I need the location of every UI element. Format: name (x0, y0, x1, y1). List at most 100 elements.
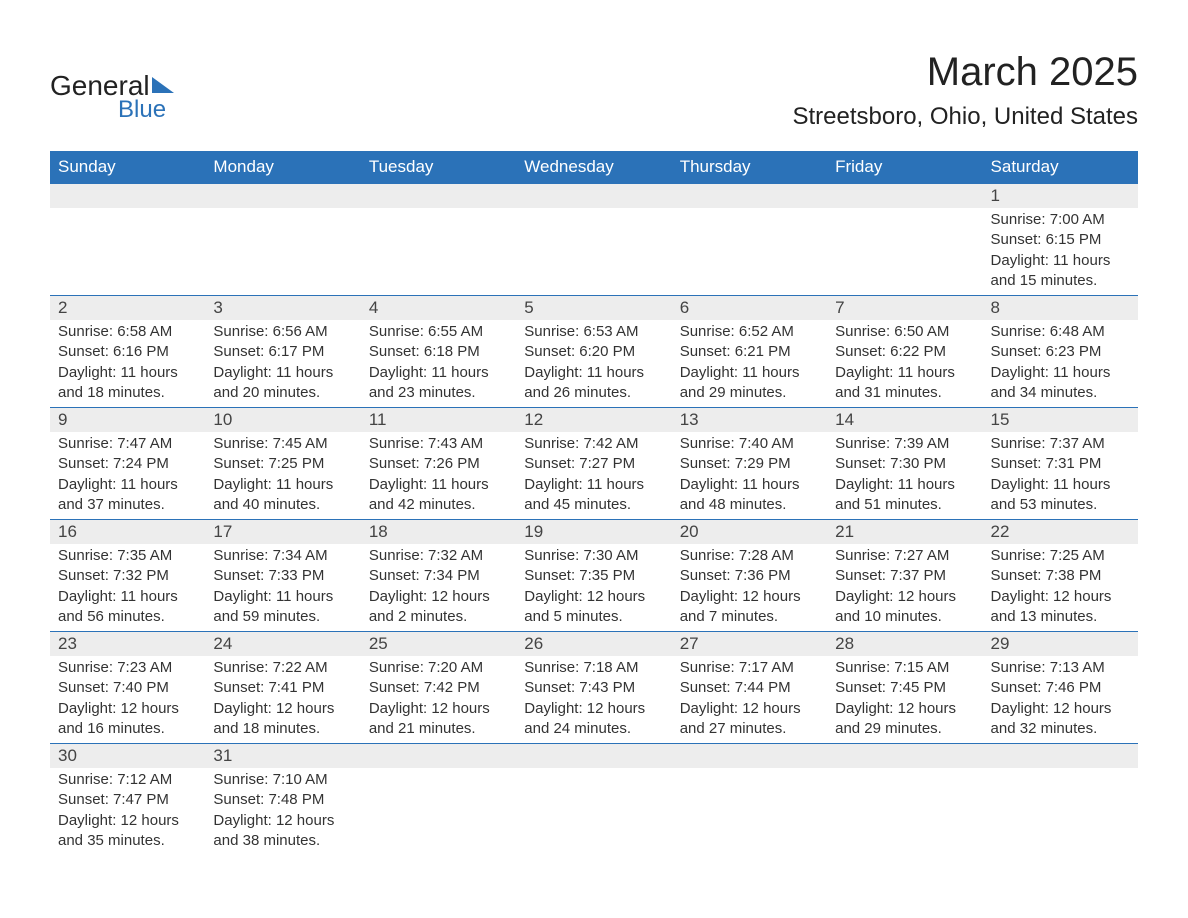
calendar-cell: 6Sunrise: 6:52 AMSunset: 6:21 PMDaylight… (672, 296, 827, 408)
day-content: Sunrise: 7:40 AMSunset: 7:29 PMDaylight:… (672, 432, 827, 519)
day-content: Sunrise: 7:37 AMSunset: 7:31 PMDaylight:… (983, 432, 1138, 519)
day-number: 22 (983, 520, 1138, 544)
day-header: Wednesday (516, 151, 671, 184)
day-content: Sunrise: 6:55 AMSunset: 6:18 PMDaylight:… (361, 320, 516, 407)
calendar-cell: 17Sunrise: 7:34 AMSunset: 7:33 PMDayligh… (205, 520, 360, 632)
calendar-cell: 9Sunrise: 7:47 AMSunset: 7:24 PMDaylight… (50, 408, 205, 520)
day-number: 31 (205, 744, 360, 768)
day-content: Sunrise: 7:22 AMSunset: 7:41 PMDaylight:… (205, 656, 360, 743)
day-number: 3 (205, 296, 360, 320)
day-number: 30 (50, 744, 205, 768)
day-number (516, 184, 671, 208)
calendar-cell: 27Sunrise: 7:17 AMSunset: 7:44 PMDayligh… (672, 632, 827, 744)
day-number (50, 184, 205, 208)
day-content: Sunrise: 6:52 AMSunset: 6:21 PMDaylight:… (672, 320, 827, 407)
calendar-cell: 2Sunrise: 6:58 AMSunset: 6:16 PMDaylight… (50, 296, 205, 408)
day-number: 15 (983, 408, 1138, 432)
day-content: Sunrise: 6:50 AMSunset: 6:22 PMDaylight:… (827, 320, 982, 407)
calendar-cell: 18Sunrise: 7:32 AMSunset: 7:34 PMDayligh… (361, 520, 516, 632)
calendar-cell: 4Sunrise: 6:55 AMSunset: 6:18 PMDaylight… (361, 296, 516, 408)
day-header: Sunday (50, 151, 205, 184)
day-content: Sunrise: 7:39 AMSunset: 7:30 PMDaylight:… (827, 432, 982, 519)
day-header: Thursday (672, 151, 827, 184)
day-content: Sunrise: 7:13 AMSunset: 7:46 PMDaylight:… (983, 656, 1138, 743)
calendar-cell: 16Sunrise: 7:35 AMSunset: 7:32 PMDayligh… (50, 520, 205, 632)
day-content (983, 768, 1138, 808)
calendar-cell: 21Sunrise: 7:27 AMSunset: 7:37 PMDayligh… (827, 520, 982, 632)
day-number: 23 (50, 632, 205, 656)
day-content (361, 208, 516, 248)
day-number: 19 (516, 520, 671, 544)
day-number: 20 (672, 520, 827, 544)
calendar-cell (516, 184, 671, 296)
calendar-cell: 11Sunrise: 7:43 AMSunset: 7:26 PMDayligh… (361, 408, 516, 520)
calendar-cell: 5Sunrise: 6:53 AMSunset: 6:20 PMDaylight… (516, 296, 671, 408)
calendar-cell: 19Sunrise: 7:30 AMSunset: 7:35 PMDayligh… (516, 520, 671, 632)
calendar-cell: 29Sunrise: 7:13 AMSunset: 7:46 PMDayligh… (983, 632, 1138, 744)
day-content: Sunrise: 6:53 AMSunset: 6:20 PMDaylight:… (516, 320, 671, 407)
day-number (205, 184, 360, 208)
day-number: 24 (205, 632, 360, 656)
day-number (827, 184, 982, 208)
title-section: March 2025 Streetsboro, Ohio, United Sta… (792, 50, 1138, 131)
day-content: Sunrise: 7:35 AMSunset: 7:32 PMDaylight:… (50, 544, 205, 631)
day-number (827, 744, 982, 768)
calendar-body: 1Sunrise: 7:00 AMSunset: 6:15 PMDaylight… (50, 184, 1138, 856)
day-content: Sunrise: 7:17 AMSunset: 7:44 PMDaylight:… (672, 656, 827, 743)
calendar-cell (983, 744, 1138, 856)
calendar-cell: 14Sunrise: 7:39 AMSunset: 7:30 PMDayligh… (827, 408, 982, 520)
day-content: Sunrise: 7:28 AMSunset: 7:36 PMDaylight:… (672, 544, 827, 631)
location-text: Streetsboro, Ohio, United States (792, 103, 1138, 131)
day-content: Sunrise: 7:32 AMSunset: 7:34 PMDaylight:… (361, 544, 516, 631)
calendar-cell (50, 184, 205, 296)
day-content: Sunrise: 7:12 AMSunset: 7:47 PMDaylight:… (50, 768, 205, 855)
day-content: Sunrise: 7:47 AMSunset: 7:24 PMDaylight:… (50, 432, 205, 519)
day-content: Sunrise: 7:45 AMSunset: 7:25 PMDaylight:… (205, 432, 360, 519)
day-number: 26 (516, 632, 671, 656)
calendar-cell: 3Sunrise: 6:56 AMSunset: 6:17 PMDaylight… (205, 296, 360, 408)
calendar-cell: 1Sunrise: 7:00 AMSunset: 6:15 PMDaylight… (983, 184, 1138, 296)
day-content: Sunrise: 7:00 AMSunset: 6:15 PMDaylight:… (983, 208, 1138, 295)
calendar-table: SundayMondayTuesdayWednesdayThursdayFrid… (50, 151, 1138, 855)
day-header: Saturday (983, 151, 1138, 184)
calendar-cell: 20Sunrise: 7:28 AMSunset: 7:36 PMDayligh… (672, 520, 827, 632)
day-number: 8 (983, 296, 1138, 320)
day-number (672, 184, 827, 208)
day-header-row: SundayMondayTuesdayWednesdayThursdayFrid… (50, 151, 1138, 184)
page-header: General Blue March 2025 Streetsboro, Ohi… (50, 50, 1138, 131)
day-number: 29 (983, 632, 1138, 656)
day-content: Sunrise: 7:15 AMSunset: 7:45 PMDaylight:… (827, 656, 982, 743)
day-content: Sunrise: 7:30 AMSunset: 7:35 PMDaylight:… (516, 544, 671, 631)
day-number: 14 (827, 408, 982, 432)
calendar-week-row: 23Sunrise: 7:23 AMSunset: 7:40 PMDayligh… (50, 632, 1138, 744)
calendar-cell: 10Sunrise: 7:45 AMSunset: 7:25 PMDayligh… (205, 408, 360, 520)
day-number: 1 (983, 184, 1138, 208)
calendar-cell (672, 184, 827, 296)
calendar-week-row: 16Sunrise: 7:35 AMSunset: 7:32 PMDayligh… (50, 520, 1138, 632)
day-content: Sunrise: 6:48 AMSunset: 6:23 PMDaylight:… (983, 320, 1138, 407)
calendar-cell: 23Sunrise: 7:23 AMSunset: 7:40 PMDayligh… (50, 632, 205, 744)
calendar-cell (827, 744, 982, 856)
day-number: 5 (516, 296, 671, 320)
day-content: Sunrise: 6:58 AMSunset: 6:16 PMDaylight:… (50, 320, 205, 407)
day-header: Tuesday (361, 151, 516, 184)
calendar-cell: 8Sunrise: 6:48 AMSunset: 6:23 PMDaylight… (983, 296, 1138, 408)
day-number: 9 (50, 408, 205, 432)
day-number: 12 (516, 408, 671, 432)
calendar-week-row: 30Sunrise: 7:12 AMSunset: 7:47 PMDayligh… (50, 744, 1138, 856)
day-content: Sunrise: 7:42 AMSunset: 7:27 PMDaylight:… (516, 432, 671, 519)
day-content (361, 768, 516, 808)
calendar-cell (516, 744, 671, 856)
day-content: Sunrise: 7:20 AMSunset: 7:42 PMDaylight:… (361, 656, 516, 743)
calendar-cell: 13Sunrise: 7:40 AMSunset: 7:29 PMDayligh… (672, 408, 827, 520)
calendar-head: SundayMondayTuesdayWednesdayThursdayFrid… (50, 151, 1138, 184)
calendar-cell (361, 184, 516, 296)
day-content: Sunrise: 6:56 AMSunset: 6:17 PMDaylight:… (205, 320, 360, 407)
day-content (205, 208, 360, 248)
calendar-cell: 22Sunrise: 7:25 AMSunset: 7:38 PMDayligh… (983, 520, 1138, 632)
calendar-cell (205, 184, 360, 296)
day-content: Sunrise: 7:25 AMSunset: 7:38 PMDaylight:… (983, 544, 1138, 631)
calendar-cell: 25Sunrise: 7:20 AMSunset: 7:42 PMDayligh… (361, 632, 516, 744)
day-content: Sunrise: 7:23 AMSunset: 7:40 PMDaylight:… (50, 656, 205, 743)
calendar-cell: 15Sunrise: 7:37 AMSunset: 7:31 PMDayligh… (983, 408, 1138, 520)
